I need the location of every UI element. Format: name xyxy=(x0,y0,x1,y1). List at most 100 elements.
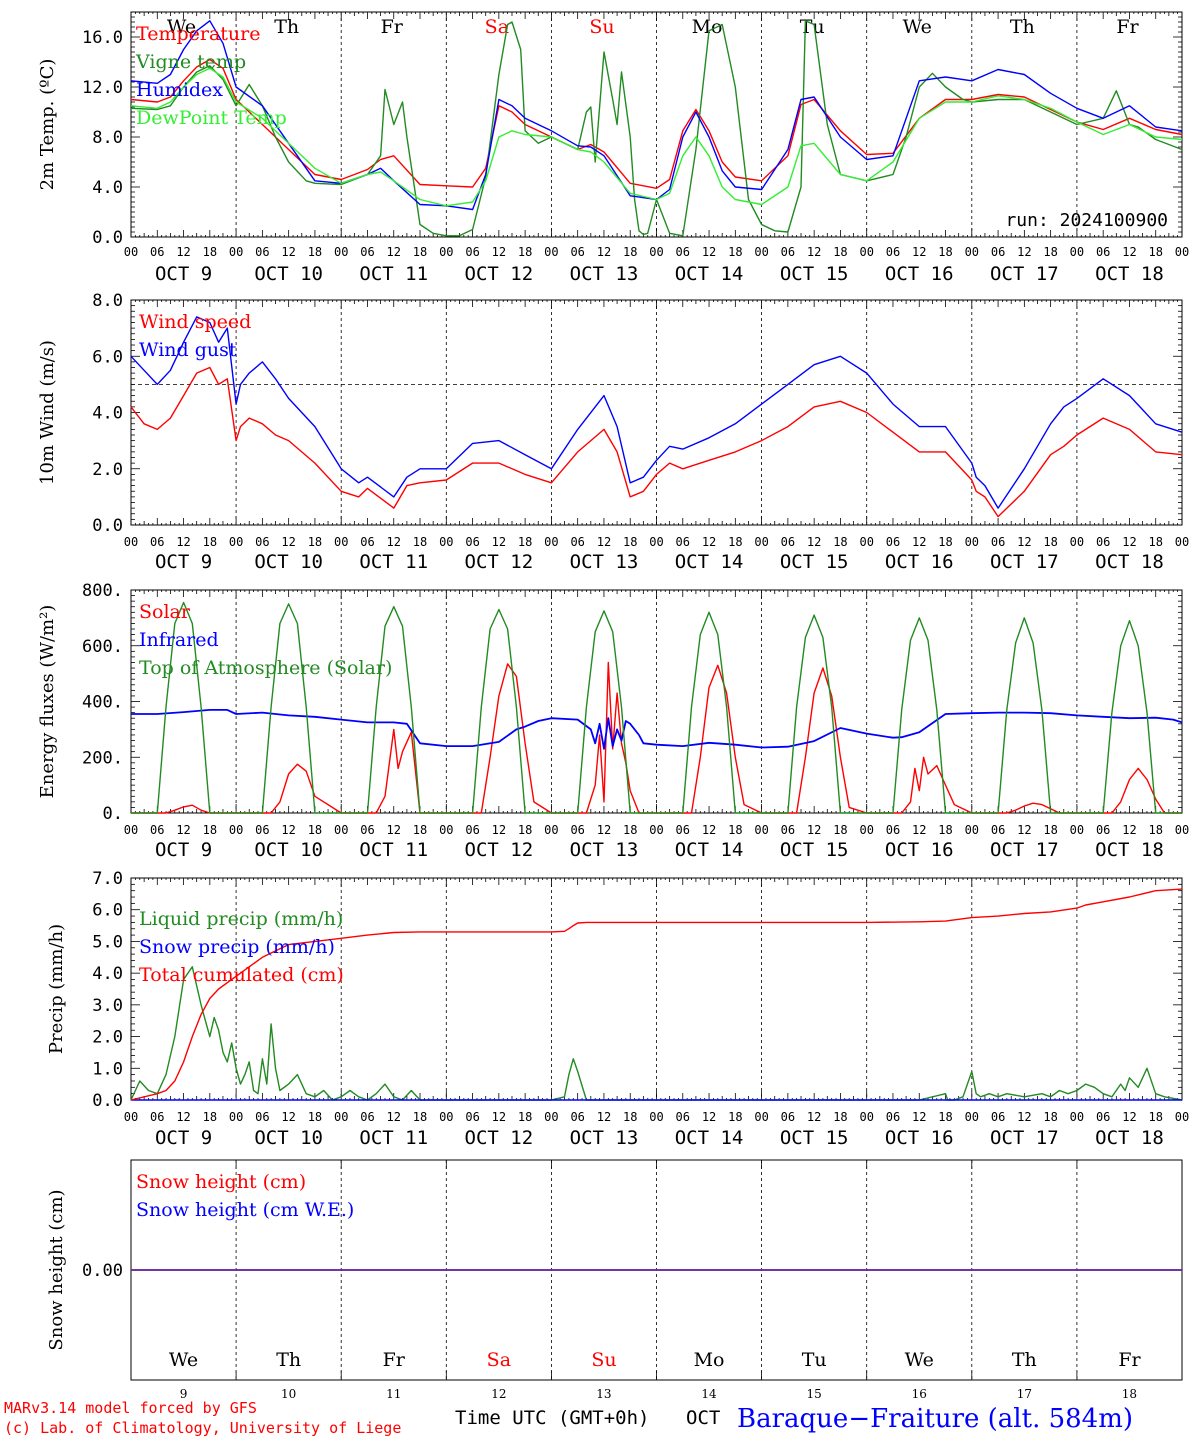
hour-tick-label: 18 xyxy=(623,535,637,549)
hour-tick-label: 06 xyxy=(1096,1110,1110,1124)
hour-tick-label: 00 xyxy=(754,245,768,259)
legend-entry: Snow height (cm) xyxy=(136,1171,306,1193)
date-label: OCT 12 xyxy=(465,839,534,861)
hour-tick-label: 12 xyxy=(1017,535,1031,549)
hour-tick-label: 18 xyxy=(728,245,742,259)
hour-tick-label: 12 xyxy=(807,823,821,837)
hour-tick-label: 06 xyxy=(991,535,1005,549)
date-label: OCT 17 xyxy=(990,839,1059,861)
hour-tick-label: 18 xyxy=(518,535,532,549)
hour-tick-label: 12 xyxy=(597,1110,611,1124)
hour-tick-label: 18 xyxy=(938,1110,952,1124)
hour-tick-label: 18 xyxy=(518,245,532,259)
hour-tick-label: 18 xyxy=(1148,245,1162,259)
date-label: OCT 9 xyxy=(155,551,212,573)
hour-tick-label: 00 xyxy=(439,823,453,837)
date-label: OCT 10 xyxy=(254,551,323,573)
hour-tick-label: 12 xyxy=(1017,823,1031,837)
hour-tick-label: 00 xyxy=(439,535,453,549)
date-label: OCT 16 xyxy=(885,551,954,573)
y-axis-label: 10m Wind (m/s) xyxy=(37,340,58,485)
hour-tick-label: 12 xyxy=(807,1110,821,1124)
hour-tick-label: 06 xyxy=(465,535,479,549)
series-line-energy-1 xyxy=(131,709,1183,750)
hour-tick-label: 12 xyxy=(387,823,401,837)
weekday-label: Su xyxy=(591,1349,616,1371)
y-tick-label: 0.00 xyxy=(82,1261,123,1281)
y-tick-label: 800. xyxy=(82,581,123,601)
hour-tick-label: 00 xyxy=(754,1110,768,1124)
hour-tick-label: 06 xyxy=(886,245,900,259)
hour-tick-label: 12 xyxy=(176,245,190,259)
hour-tick-label: 18 xyxy=(413,1110,427,1124)
credit-line-1: MARv3.14 model forced by GFS xyxy=(4,1399,257,1417)
hour-tick-label: 12 xyxy=(281,535,295,549)
day-number: 11 xyxy=(386,1387,401,1401)
y-tick-label: 4.0 xyxy=(92,178,123,198)
day-number: 17 xyxy=(1017,1387,1032,1401)
hour-tick-label: 06 xyxy=(465,823,479,837)
hour-tick-label: 18 xyxy=(413,823,427,837)
hour-tick-label: 18 xyxy=(308,823,322,837)
date-label: OCT 15 xyxy=(780,263,849,285)
hour-tick-label: 18 xyxy=(938,535,952,549)
legend-entry: Vigne temp xyxy=(135,51,246,73)
hour-tick-label: 00 xyxy=(965,1110,979,1124)
hour-tick-label: 00 xyxy=(334,823,348,837)
legend-entry: Top of Atmosphere (Solar) xyxy=(139,657,392,679)
hour-tick-label: 12 xyxy=(597,245,611,259)
weekday-label: Mo xyxy=(692,16,723,38)
date-label: OCT 18 xyxy=(1095,551,1164,573)
hour-tick-label: 18 xyxy=(1043,823,1057,837)
series-line-wind-1 xyxy=(130,316,1183,509)
hour-tick-label: 00 xyxy=(334,1110,348,1124)
hour-tick-label: 18 xyxy=(1043,245,1057,259)
hour-tick-label: 06 xyxy=(255,535,269,549)
hour-tick-label: 00 xyxy=(1175,1110,1189,1124)
date-label: OCT 13 xyxy=(570,263,639,285)
hour-tick-label: 00 xyxy=(859,245,873,259)
hour-tick-label: 06 xyxy=(676,823,690,837)
date-label: OCT 13 xyxy=(570,1127,639,1149)
hour-tick-label: 00 xyxy=(544,823,558,837)
hour-tick-label: 00 xyxy=(229,1110,243,1124)
weekday-label: Tu xyxy=(800,16,825,38)
day-number: 9 xyxy=(180,1387,188,1401)
date-label: OCT 18 xyxy=(1095,263,1164,285)
date-label: OCT 10 xyxy=(254,263,323,285)
legend-entry: Infrared xyxy=(139,629,219,651)
hour-tick-label: 06 xyxy=(150,245,164,259)
hour-tick-label: 00 xyxy=(649,535,663,549)
date-label: OCT 12 xyxy=(465,551,534,573)
hour-tick-label: 00 xyxy=(859,535,873,549)
hour-tick-label: 06 xyxy=(255,245,269,259)
y-tick-label: 12.0 xyxy=(82,78,123,98)
hour-tick-label: 06 xyxy=(1096,245,1110,259)
hour-tick-label: 12 xyxy=(702,245,716,259)
hour-tick-label: 12 xyxy=(1122,245,1136,259)
date-label: OCT 10 xyxy=(254,1127,323,1149)
date-label: OCT 14 xyxy=(675,551,744,573)
legend-entry: Humidex xyxy=(136,79,223,101)
hour-tick-label: 00 xyxy=(965,535,979,549)
date-label: OCT 12 xyxy=(465,263,534,285)
legend-entry: DewPoint Temp xyxy=(136,107,287,129)
date-label: OCT 14 xyxy=(675,263,744,285)
date-label: OCT 9 xyxy=(155,263,212,285)
hour-tick-label: 12 xyxy=(387,1110,401,1124)
hour-tick-label: 00 xyxy=(334,245,348,259)
hour-tick-label: 06 xyxy=(150,1110,164,1124)
hour-tick-label: 06 xyxy=(255,823,269,837)
hour-tick-label: 00 xyxy=(1070,245,1084,259)
day-number: 16 xyxy=(912,1387,927,1401)
y-tick-label: 2.0 xyxy=(92,460,123,480)
hour-tick-label: 00 xyxy=(544,1110,558,1124)
hour-tick-label: 12 xyxy=(492,823,506,837)
hour-tick-label: 00 xyxy=(229,823,243,837)
hour-tick-label: 06 xyxy=(150,535,164,549)
run-annotation: run: 2024100900 xyxy=(1005,210,1168,231)
hour-tick-label: 18 xyxy=(1148,535,1162,549)
hour-tick-label: 00 xyxy=(1070,1110,1084,1124)
date-label: OCT 11 xyxy=(359,839,428,861)
hour-tick-label: 06 xyxy=(676,245,690,259)
